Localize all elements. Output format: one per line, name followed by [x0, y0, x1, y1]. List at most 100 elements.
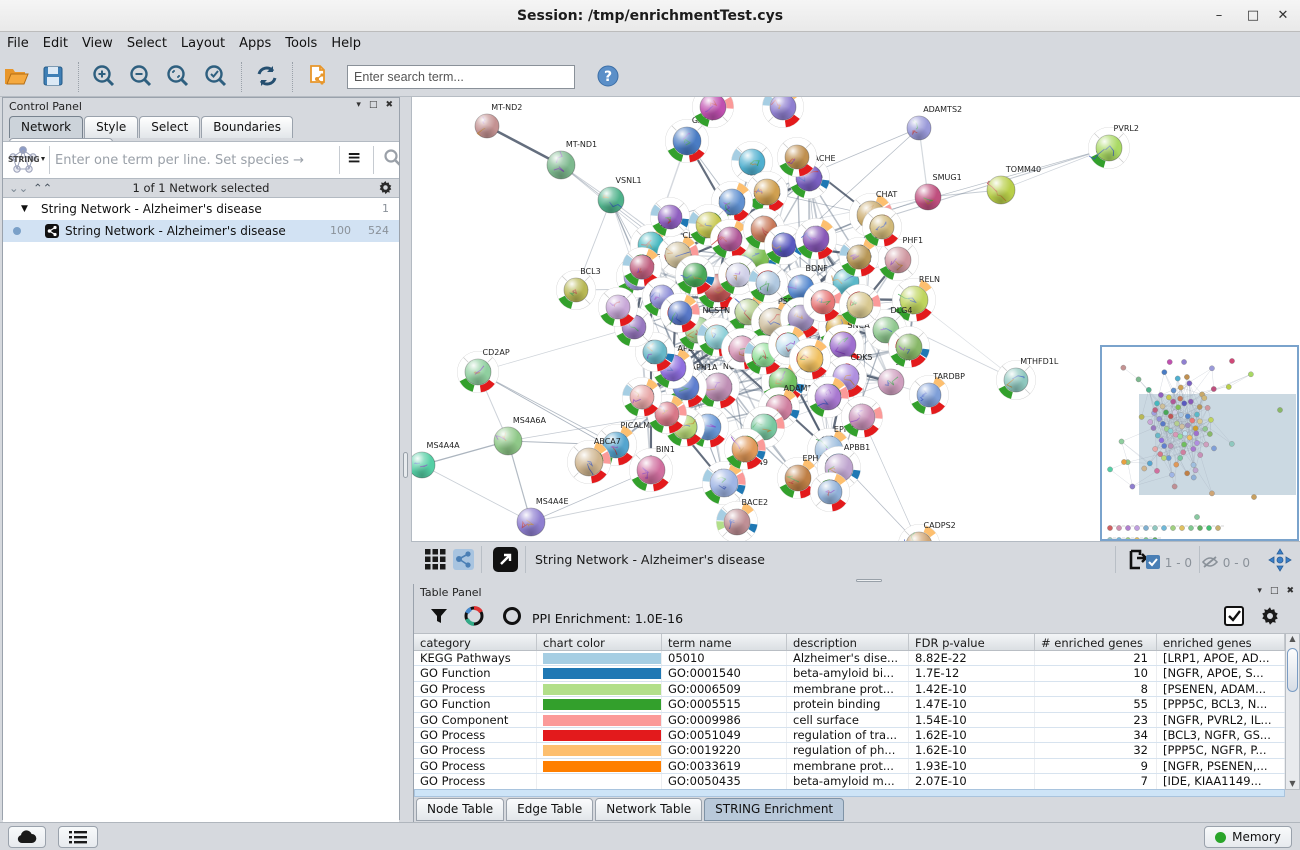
table-row[interactable]: GO Function GO:0005515 protein binding 1.47…	[414, 697, 1285, 713]
column-header-category[interactable]: category	[414, 634, 537, 650]
network-node-SMUG1[interactable]: SMUG1	[914, 173, 962, 211]
network-node-TARDBP[interactable]: TARDBP	[909, 372, 966, 415]
network-node-f40[interactable]	[810, 472, 850, 512]
tab-string-enrichment[interactable]: STRING Enrichment	[704, 798, 845, 821]
column-header--enriched-genes[interactable]: # enriched genes	[1035, 634, 1157, 650]
network-node-f7[interactable]	[711, 181, 753, 223]
horizontal-splitter[interactable]	[411, 577, 1300, 584]
tab-node-table[interactable]: Node Table	[416, 798, 505, 821]
open-session-button[interactable]	[0, 60, 32, 92]
network-node-f20[interactable]	[839, 284, 881, 326]
network-node-f36[interactable]	[839, 237, 879, 277]
network-node-f8[interactable]	[622, 247, 662, 287]
save-session-button[interactable]	[37, 60, 69, 92]
copy-network-button[interactable]	[302, 60, 334, 92]
menu-tools[interactable]: Tools	[285, 36, 318, 51]
menu-select[interactable]: Select	[126, 36, 167, 51]
network-node-f35[interactable]	[622, 377, 662, 417]
birds-eye-overview[interactable]	[1100, 345, 1299, 543]
panel-float-icon[interactable]: □	[368, 100, 380, 110]
cloud-tasks-button[interactable]	[8, 826, 46, 848]
scrollbar-thumb[interactable]	[1287, 648, 1298, 692]
memory-button[interactable]: Memory	[1204, 826, 1292, 848]
network-node-TOMM40[interactable]: TOMM40	[986, 165, 1041, 205]
network-node-f11[interactable]	[710, 219, 750, 259]
panel-float-icon[interactable]: □	[1269, 586, 1281, 596]
network-node-f31[interactable]	[647, 394, 687, 434]
task-list-button[interactable]	[58, 826, 98, 848]
network-node-f38[interactable]	[888, 326, 930, 368]
table-row[interactable]: GO Function GO:0001540 beta-amyloid bi... 1…	[414, 666, 1285, 682]
expand-all-icon[interactable]: ⌃⌃	[33, 181, 53, 195]
network-node-f26[interactable]	[807, 376, 849, 418]
collapse-all-icon[interactable]: ⌄⌄	[9, 181, 29, 195]
panel-menu-icon[interactable]: ▾	[1257, 586, 1264, 596]
column-header-description[interactable]: description	[787, 634, 909, 650]
maximize-button[interactable]: □	[1246, 8, 1260, 23]
column-header-FDR-p-value[interactable]: FDR p-value	[909, 634, 1035, 650]
refresh-button[interactable]	[251, 60, 283, 92]
network-node-MT-ND2[interactable]: MT-ND2	[474, 103, 522, 139]
string-logo-icon[interactable]: STRING	[7, 145, 49, 180]
network-node-f15[interactable]	[660, 293, 700, 333]
network-node-BIN1[interactable]: BIN1	[629, 445, 675, 492]
network-node-MS4A4A[interactable]: MS4A4A	[408, 441, 460, 479]
string-options-icon[interactable]: ≡	[347, 148, 362, 168]
table-vertical-scrollbar[interactable]: ▲ ▼	[1285, 633, 1300, 790]
menu-layout[interactable]: Layout	[180, 36, 226, 51]
tab-select[interactable]: Select	[139, 116, 201, 138]
network-node-f25[interactable]	[789, 338, 831, 380]
help-button[interactable]: ?	[592, 60, 624, 92]
network-node-ABCA7[interactable]: ABCA7	[567, 437, 621, 484]
network-node-BCL3[interactable]: BCL3	[556, 267, 601, 310]
network-node-f17[interactable]	[718, 255, 758, 295]
network-share-icon[interactable]	[453, 549, 474, 574]
select-all-icon[interactable]	[1224, 606, 1244, 630]
splitter-grip[interactable]	[403, 452, 408, 478]
network-node-MS4A4E[interactable]: MS4A4E	[516, 497, 569, 537]
network-node-f37[interactable]	[862, 207, 902, 247]
tab-boundaries[interactable]: Boundaries	[201, 116, 293, 138]
filter-icon[interactable]	[430, 607, 448, 629]
pan-compass-icon[interactable]	[1268, 548, 1292, 576]
network-node-CD2AP[interactable]: CD2AP	[457, 348, 510, 393]
network-tree-row[interactable]: String Network - Alzheimer's disease 100 5…	[3, 220, 399, 242]
network-node-f6[interactable]	[777, 137, 817, 177]
minimize-button[interactable]: –	[1215, 8, 1223, 23]
network-node-VSNL1[interactable]: VSNL1	[597, 176, 642, 214]
menu-edit[interactable]: Edit	[42, 36, 68, 51]
network-node-f5[interactable]	[746, 171, 788, 213]
network-node-f1[interactable]	[650, 197, 690, 237]
zoom-in-button[interactable]	[88, 60, 120, 92]
network-node-f14[interactable]	[795, 218, 837, 260]
network-node-f4[interactable]	[731, 141, 773, 183]
menu-view[interactable]: View	[81, 36, 113, 51]
network-node-CADPS2[interactable]: CADPS2	[898, 521, 956, 566]
network-node-f30[interactable]	[665, 407, 705, 447]
network-node-f19[interactable]	[803, 282, 843, 322]
tree-expand-icon[interactable]: ▼	[21, 204, 28, 214]
menu-help[interactable]: Help	[331, 36, 361, 51]
network-node-f3[interactable]	[762, 86, 804, 128]
network-node-f39[interactable]	[841, 396, 883, 438]
network-node-MT-ND1[interactable]: MT-ND1	[546, 140, 597, 180]
ring-chart-icon[interactable]	[502, 606, 522, 630]
table-row[interactable]: GO Process GO:0050435 beta-amyloid m... 2.0…	[414, 774, 1285, 789]
network-gear-icon[interactable]	[378, 180, 393, 201]
tab-edge-table[interactable]: Edge Table	[506, 798, 594, 821]
network-node-BACE2[interactable]: BACE2	[716, 498, 769, 543]
network-node-f16[interactable]	[675, 255, 715, 295]
zoom-fit-button[interactable]	[162, 60, 194, 92]
table-horizontal-scrollbar[interactable]	[414, 789, 1285, 797]
menu-apps[interactable]: Apps	[239, 36, 272, 51]
table-gear-icon[interactable]	[1260, 606, 1280, 630]
network-node-RELN[interactable]: RELN	[892, 275, 940, 322]
zoom-out-button[interactable]	[125, 60, 157, 92]
menu-file[interactable]: File	[7, 36, 29, 51]
network-node-GAB2[interactable]: GAB2	[665, 116, 715, 163]
string-search-placeholder[interactable]: Enter one term per line.	[55, 153, 211, 168]
network-node-MTHFD1L[interactable]: MTHFD1L	[996, 357, 1059, 400]
panel-menu-icon[interactable]: ▾	[356, 100, 363, 110]
vertical-splitter[interactable]	[400, 97, 411, 820]
column-header-term-name[interactable]: term name	[662, 634, 787, 650]
